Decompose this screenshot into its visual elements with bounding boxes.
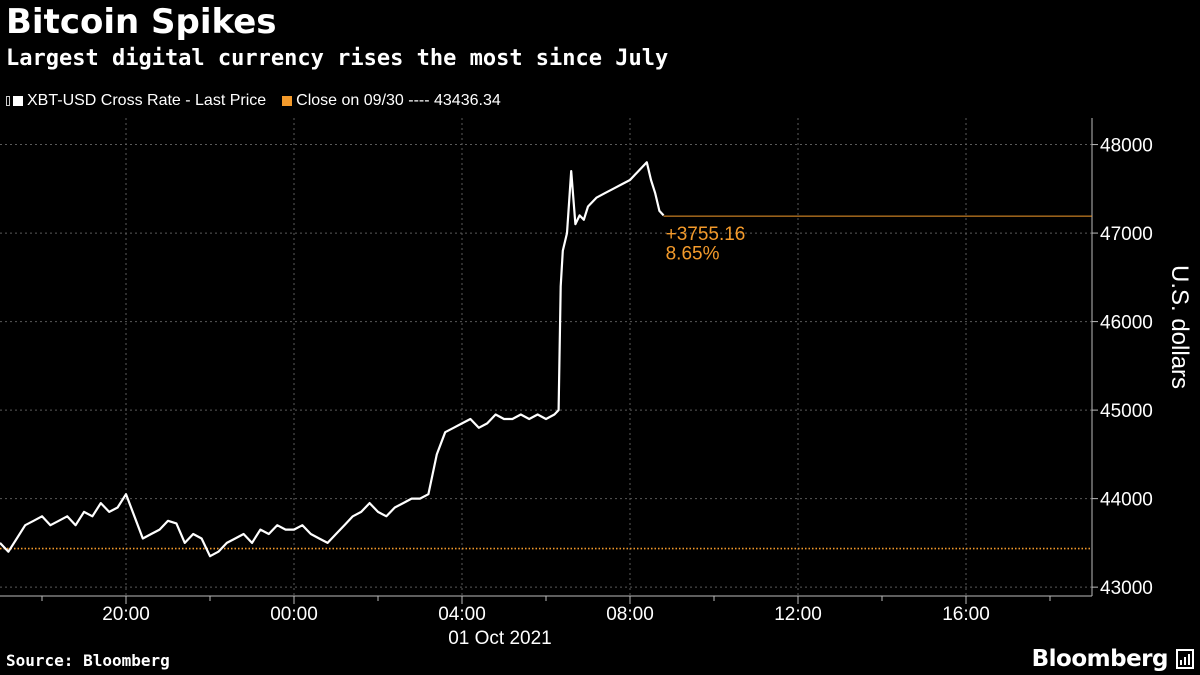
- source-note: Source: Bloomberg: [6, 651, 170, 670]
- y-tick-label: 48000: [1100, 136, 1153, 157]
- series-line: [0, 161, 665, 558]
- brand-name: Bloomberg: [1031, 646, 1169, 672]
- y-tick-label: 44000: [1100, 490, 1153, 511]
- x-tick-label: 12:00: [774, 604, 822, 625]
- legend-swatch-reference: [282, 96, 293, 106]
- terminal-icon: [1176, 649, 1194, 669]
- chart-title: Bitcoin Spikes: [6, 2, 277, 42]
- y-tick-label: 43000: [1100, 578, 1153, 599]
- y-tick-label: 47000: [1100, 224, 1153, 245]
- legend-label-reference: Close on 09/30 ---- 43436.34: [296, 92, 501, 109]
- x-tick-label: 00:00: [270, 604, 318, 625]
- change-annotation: +3755.16: [666, 224, 746, 245]
- x-tick-label: 20:00: [102, 604, 150, 625]
- x-date-label: 01 Oct 2021: [448, 628, 552, 649]
- x-tick-label: 04:00: [438, 604, 486, 625]
- pin-icon: [6, 96, 10, 106]
- legend: XBT-USD Cross Rate - Last Price Close on…: [6, 90, 517, 112]
- x-tick-label: 08:00: [606, 604, 654, 625]
- legend-item-series: XBT-USD Cross Rate - Last Price: [6, 90, 266, 112]
- y-axis-title: U.S. dollars: [1166, 265, 1193, 389]
- legend-label-series: XBT-USD Cross Rate - Last Price: [27, 92, 267, 109]
- y-tick-label: 45000: [1100, 401, 1153, 422]
- legend-item-reference: Close on 09/30 ---- 43436.34: [282, 90, 501, 112]
- change-annotation: 8.65%: [666, 244, 720, 265]
- x-tick-label: 16:00: [942, 604, 990, 625]
- chart-subtitle: Largest digital currency rises the most …: [6, 46, 669, 71]
- legend-swatch-series: [13, 96, 23, 106]
- brand-logo: Bloomberg: [1032, 644, 1194, 674]
- y-tick-label: 46000: [1100, 313, 1153, 334]
